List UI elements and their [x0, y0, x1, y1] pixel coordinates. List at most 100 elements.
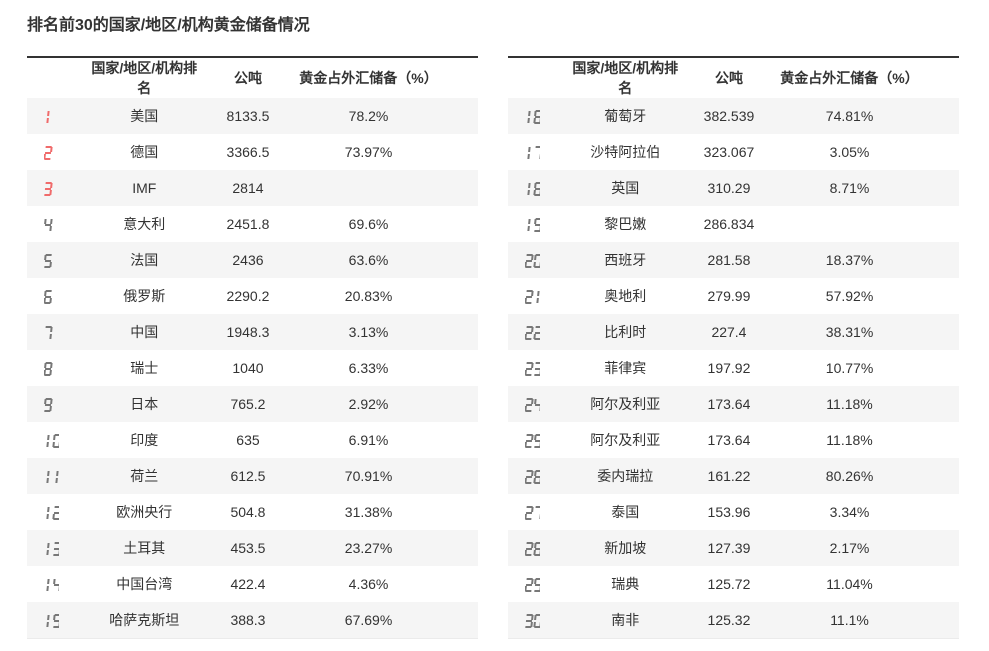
pct-cell: 3.34% [829, 504, 870, 520]
rank-number [44, 218, 59, 232]
rank-cell [27, 422, 86, 458]
table-row: 印度 635 6.91% [27, 422, 478, 458]
table-row: 美国 8133.5 78.2% [27, 98, 478, 134]
rank-number [525, 470, 540, 485]
tons-cell: 161.22 [707, 468, 751, 484]
pct-cell: 6.91% [348, 432, 389, 448]
country-cell: 欧洲央行 [116, 504, 173, 520]
tons-cell: 765.2 [230, 396, 266, 412]
table-row: 意大利 2451.8 69.6% [27, 206, 478, 242]
pct-cell: 10.77% [825, 360, 874, 376]
pct-cell: 11.1% [830, 612, 869, 628]
tons-cell: 197.92 [707, 360, 751, 376]
pct-cell: 23.27% [344, 540, 393, 556]
rank-number [44, 362, 59, 377]
rank-cell [508, 422, 567, 458]
table-row: 德国 3366.5 73.97% [27, 134, 478, 170]
table-row: 荷兰 612.5 70.91% [27, 458, 478, 494]
country-cell: 英国 [611, 180, 640, 196]
pct-cell: 69.6% [348, 216, 389, 232]
rank-cell [508, 494, 567, 530]
country-cell: 土耳其 [123, 540, 166, 556]
table-row: 委内瑞拉 161.22 80.26% [508, 458, 959, 494]
page-title: 排名前30的国家/地区/机构黄金储备情况 [27, 17, 310, 34]
table-row: 中国 1948.3 3.13% [27, 314, 478, 350]
tons-column-header: 公吨 [233, 70, 262, 86]
tons-cell: 388.3 [230, 612, 266, 628]
rank-cell [27, 206, 86, 242]
header-row: 国家/地区/机构排名 公吨 黄金占外汇储备（%） [27, 57, 478, 98]
gold-table-ranks-16-30: 国家/地区/机构排名 公吨 黄金占外汇储备（%） 葡萄牙 382.539 74.81… [508, 56, 959, 639]
table-row: 比利时 227.4 38.31% [508, 314, 959, 350]
rank-number [525, 614, 540, 629]
table-row: 俄罗斯 2290.2 20.83% [27, 278, 478, 314]
rank-cell [508, 530, 567, 566]
table-header: 国家/地区/机构排名 公吨 黄金占外汇储备（%） [27, 57, 478, 98]
table-row: 瑞典 125.72 11.04% [508, 566, 959, 602]
rank-number [44, 254, 59, 269]
table-row: 沙特阿拉伯 323.067 3.05% [508, 134, 959, 170]
table-row: 葡萄牙 382.539 74.81% [508, 98, 959, 134]
rank-cell [508, 98, 567, 134]
rank-cell [27, 386, 86, 422]
rank-number [44, 326, 59, 340]
rank-cell [27, 566, 86, 602]
pct-cell: 3.13% [348, 324, 389, 340]
country-cell: 沙特阿拉伯 [590, 144, 661, 160]
rank-number [44, 578, 59, 592]
table-header: 国家/地区/机构排名 公吨 黄金占外汇储备（%） [508, 57, 959, 98]
tons-cell: 279.99 [707, 288, 751, 304]
table-row: 南非 125.32 11.1% [508, 602, 959, 639]
rank-cell [27, 494, 86, 530]
table-row: 哈萨克斯坦 388.3 67.69% [27, 602, 478, 639]
rank-number [525, 578, 540, 593]
rank-number [525, 434, 540, 449]
rank-number [44, 146, 59, 161]
tons-cell: 127.39 [707, 540, 751, 556]
rank-cell [508, 278, 567, 314]
pct-cell: 6.33% [348, 360, 389, 376]
tons-cell: 286.834 [703, 216, 755, 232]
table-row: 阿尔及利亚 173.64 11.18% [508, 422, 959, 458]
rank-number [525, 182, 540, 197]
country-cell: 比利时 [604, 324, 647, 340]
country-cell: 菲律宾 [604, 360, 647, 376]
country-cell: 意大利 [123, 216, 166, 232]
country-cell: 中国台湾 [116, 576, 173, 592]
country-cell: IMF [132, 180, 157, 196]
country-cell: 德国 [130, 144, 159, 160]
country-cell: 阿尔及利亚 [590, 432, 661, 448]
pct-cell: 11.18% [826, 432, 873, 448]
tons-cell: 227.4 [711, 324, 747, 340]
table-row: 菲律宾 197.92 10.77% [508, 350, 959, 386]
pct-cell: 73.97% [344, 144, 393, 160]
table-row: 瑞士 1040 6.33% [27, 350, 478, 386]
table-row: 中国台湾 422.4 4.36% [27, 566, 478, 602]
rank-cell [508, 134, 567, 170]
rank-number [44, 110, 59, 124]
table-row: 阿尔及利亚 173.64 11.18% [508, 386, 959, 422]
tons-cell: 2451.8 [226, 216, 270, 232]
table-body: 美国 8133.5 78.2% 德国 3366.5 73.97% IMF 2814 意大利 245… [27, 98, 478, 639]
tons-cell: 125.72 [707, 576, 751, 592]
country-cell: 新加坡 [604, 540, 647, 556]
rank-cell [508, 170, 567, 206]
table-row: IMF 2814 [27, 170, 478, 206]
tons-cell: 173.64 [707, 432, 751, 448]
table-row: 奥地利 279.99 57.92% [508, 278, 959, 314]
pct-cell: 3.05% [829, 144, 870, 160]
name-column-header: 国家/地区/机构排名 [572, 60, 679, 96]
tons-cell: 310.29 [707, 180, 751, 196]
tons-cell: 504.8 [230, 504, 266, 520]
rank-cell [508, 386, 567, 422]
pct-cell [774, 206, 959, 242]
rank-number [525, 362, 540, 377]
tons-cell: 382.539 [703, 108, 755, 124]
gold-table-ranks-1-15: 国家/地区/机构排名 公吨 黄金占外汇储备（%） 美国 8133.5 78.2% 德国… [27, 56, 478, 639]
rank-number [44, 614, 59, 629]
rank-number [525, 506, 540, 521]
rank-cell [27, 602, 86, 639]
pct-cell: 80.26% [825, 468, 874, 484]
country-cell: 委内瑞拉 [597, 468, 654, 484]
rank-cell [27, 170, 86, 206]
